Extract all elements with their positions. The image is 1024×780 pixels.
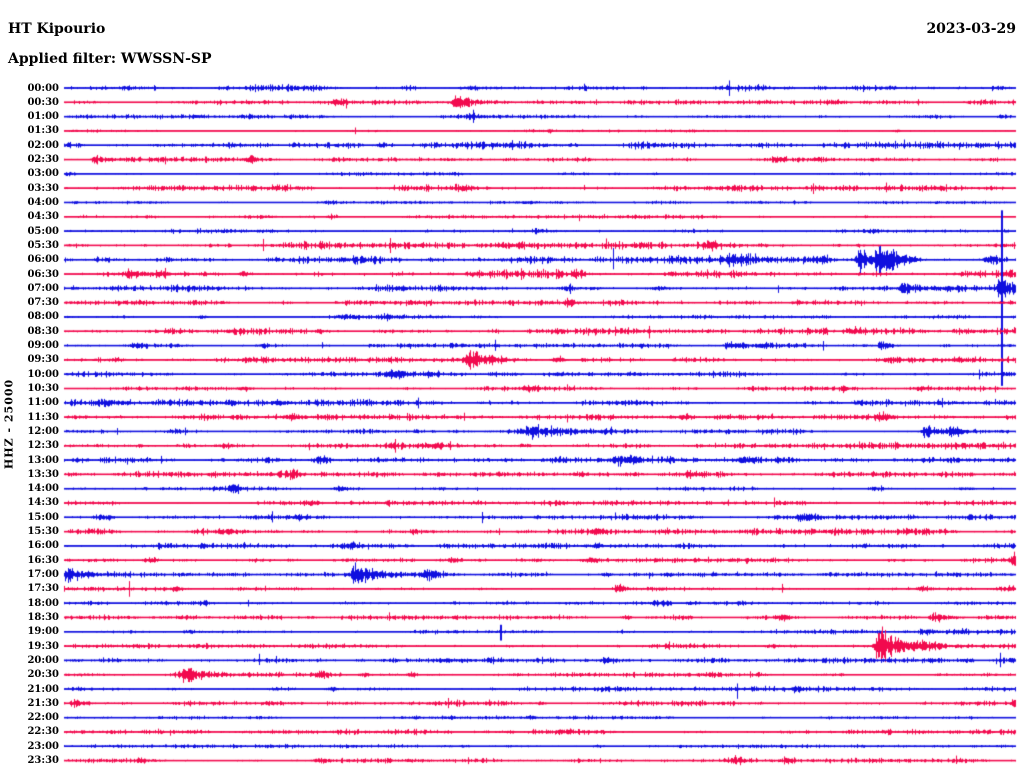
row-time-label: 21:30 xyxy=(27,697,59,709)
row-time-label: 23:30 xyxy=(27,755,59,767)
row-time-label: 09:00 xyxy=(27,340,59,352)
row-time-label: 15:00 xyxy=(27,511,59,523)
row-time-label: 12:30 xyxy=(27,440,59,452)
row-time-label: 05:00 xyxy=(27,225,59,237)
row-time-label: 19:00 xyxy=(27,626,59,638)
row-time-label: 06:30 xyxy=(27,268,59,280)
row-time-label: 22:00 xyxy=(27,712,59,724)
row-time-label: 03:00 xyxy=(27,168,59,180)
row-time-label: 17:30 xyxy=(27,583,59,595)
row-time-label: 08:30 xyxy=(27,325,59,337)
row-time-label: 05:30 xyxy=(27,239,59,251)
row-time-label: 00:00 xyxy=(27,82,59,94)
row-time-label: 06:00 xyxy=(27,254,59,266)
row-time-label: 19:30 xyxy=(27,640,59,652)
row-time-label: 18:00 xyxy=(27,597,59,609)
row-time-label: 00:30 xyxy=(27,96,59,108)
row-time-label: 04:00 xyxy=(27,196,59,208)
row-time-label: 01:30 xyxy=(27,125,59,137)
row-time-label: 11:30 xyxy=(27,411,59,423)
row-time-label: 13:00 xyxy=(27,454,59,466)
row-time-label: 21:00 xyxy=(27,683,59,695)
row-time-label: 02:30 xyxy=(27,154,59,166)
row-time-label: 04:30 xyxy=(27,211,59,223)
row-time-label: 20:30 xyxy=(27,669,59,681)
date-label: 2023-03-29 xyxy=(926,21,1016,37)
row-time-label: 23:00 xyxy=(27,740,59,752)
filter-label: Applied filter: WWSSN-SP xyxy=(8,51,212,67)
row-time-label: 10:30 xyxy=(27,383,59,394)
row-time-label: 16:00 xyxy=(27,540,59,552)
row-time-label: 13:30 xyxy=(27,468,59,480)
row-time-label: 07:00 xyxy=(27,282,59,294)
row-time-label: 16:30 xyxy=(27,554,59,566)
row-time-label: 09:30 xyxy=(27,354,59,366)
row-time-label: 03:30 xyxy=(27,182,59,194)
row-time-label: 14:30 xyxy=(27,497,59,509)
row-time-label: 15:30 xyxy=(27,526,59,538)
station-title: HT Kipourio xyxy=(8,21,106,37)
row-time-label: 02:00 xyxy=(27,139,59,151)
row-time-label: 20:00 xyxy=(27,654,59,666)
row-time-label: 10:00 xyxy=(27,368,59,380)
row-time-label: 17:00 xyxy=(27,569,59,581)
row-time-label: 11:00 xyxy=(27,397,59,409)
row-time-label: 01:00 xyxy=(27,111,59,123)
row-time-label: 07:30 xyxy=(27,297,59,309)
row-time-label: 18:30 xyxy=(27,611,59,623)
row-time-label: 22:30 xyxy=(27,726,59,738)
row-time-label: 14:00 xyxy=(27,483,59,495)
row-time-label: 08:00 xyxy=(27,311,59,323)
row-time-label: 12:00 xyxy=(27,425,59,437)
